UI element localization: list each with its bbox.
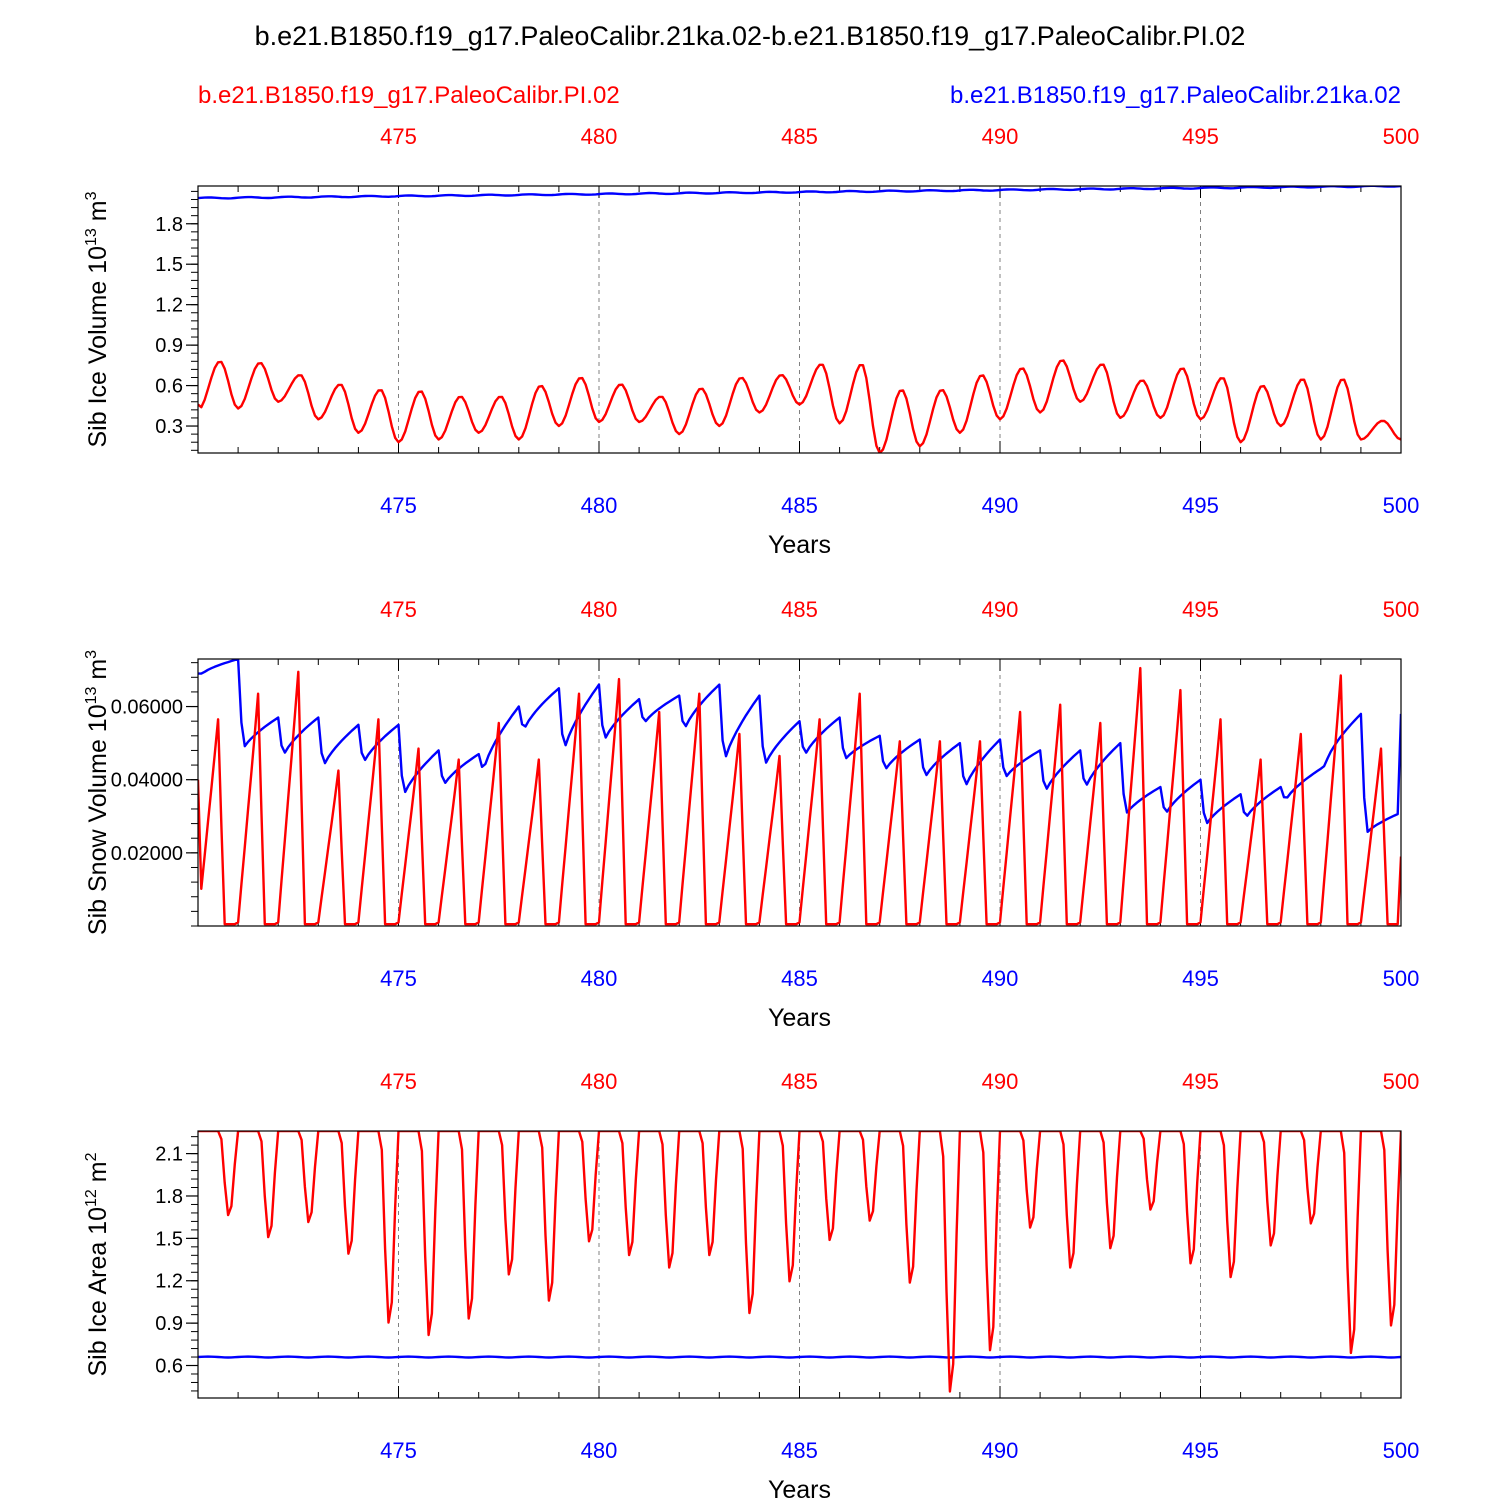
y-tick-label: 0.06000 (111, 697, 183, 719)
x-tick-label-bottom: 500 (1383, 493, 1420, 518)
x-tick-label-top: 495 (1182, 124, 1219, 149)
x-tick-label-top: 480 (581, 124, 618, 149)
y-axis-unit-tail-exp: 2 (83, 1152, 100, 1161)
x-tick-label-bottom: 490 (982, 966, 1019, 991)
x-tick-label-bottom: 490 (982, 1438, 1019, 1463)
y-tick-label: 0.9 (155, 1313, 183, 1335)
y-tick-label: 0.6 (155, 1356, 183, 1378)
x-tick-label-top: 495 (1182, 1069, 1219, 1094)
x-tick-label-bottom: 475 (380, 1438, 417, 1463)
x-tick-label-bottom: 495 (1182, 966, 1219, 991)
x-tick-label-bottom: 480 (581, 493, 618, 518)
y-axis-unit-exp: 13 (83, 686, 100, 704)
y-axis-label-text: Sib Snow Volume (84, 732, 112, 935)
x-tick-label-top: 485 (781, 1069, 818, 1094)
y-tick-label: 1.2 (155, 1271, 183, 1293)
y-axis-unit-base: 10 (84, 1207, 112, 1235)
x-tick-label-bottom: 490 (982, 493, 1019, 518)
y-axis-label: Sib Ice Area 1012 m2 (83, 1152, 112, 1376)
y-tick-label: 1.8 (155, 1186, 183, 1208)
y-axis-label-text: Sib Ice Area (84, 1235, 112, 1377)
x-tick-label-top: 475 (380, 1069, 417, 1094)
y-axis-unit-exp: 13 (83, 228, 100, 246)
legend-pi: b.e21.B1850.f19_g17.PaleoCalibr.PI.02 (198, 82, 620, 109)
x-tick-label-bottom: 500 (1383, 966, 1420, 991)
figure-title: b.e21.B1850.f19_g17.PaleoCalibr.21ka.02-… (255, 21, 1246, 51)
x-tick-label-top: 490 (982, 124, 1019, 149)
series-line-pi (198, 666, 1401, 926)
legend-21ka: b.e21.B1850.f19_g17.PaleoCalibr.21ka.02 (950, 82, 1401, 109)
x-tick-label-top: 500 (1383, 1069, 1420, 1094)
y-axis-unit-exp: 12 (83, 1189, 100, 1207)
y-tick-label: 0.9 (155, 335, 183, 357)
y-tick-label: 1.2 (155, 295, 183, 317)
x-tick-label-top: 485 (781, 597, 818, 622)
y-tick-label: 0.02000 (111, 843, 183, 865)
x-tick-label-top: 490 (982, 1069, 1019, 1094)
x-tick-label-top: 500 (1383, 597, 1420, 622)
y-axis-unit-base: 10 (84, 246, 112, 274)
y-tick-label: 0.3 (155, 416, 183, 438)
x-axis-label: Years (768, 1476, 831, 1500)
y-axis-unit-tail-exp: 3 (83, 650, 100, 659)
x-tick-label-top: 480 (581, 1069, 618, 1094)
x-tick-label-bottom: 475 (380, 493, 417, 518)
y-axis-unit-tail: m (84, 1161, 112, 1189)
y-tick-label: 2.1 (155, 1144, 183, 1166)
series-line-pi (198, 359, 1401, 453)
y-tick-label: 0.6 (155, 376, 183, 398)
y-tick-label: 1.5 (155, 1228, 183, 1250)
x-axis-label: Years (768, 531, 831, 559)
x-tick-label-top: 475 (380, 597, 417, 622)
y-axis-unit-base: 10 (84, 704, 112, 732)
plot-frame (197, 185, 1402, 454)
x-tick-label-bottom: 480 (581, 1438, 618, 1463)
x-tick-label-bottom: 495 (1182, 493, 1219, 518)
y-axis-label: Sib Ice Volume 1013 m3 (83, 191, 112, 447)
y-axis-label: Sib Snow Volume 1013 m3 (83, 650, 112, 935)
x-tick-label-bottom: 475 (380, 966, 417, 991)
x-tick-label-top: 490 (982, 597, 1019, 622)
x-tick-label-top: 475 (380, 124, 417, 149)
x-tick-label-top: 495 (1182, 597, 1219, 622)
x-tick-label-bottom: 500 (1383, 1438, 1420, 1463)
x-tick-label-bottom: 485 (781, 493, 818, 518)
x-tick-label-bottom: 495 (1182, 1438, 1219, 1463)
series-line-21ka (198, 186, 1401, 200)
ice-area-panel: 0.6 0.9 1.2 1.5 1.8 2.1 475 475 480 480 485 485 490 4… (83, 1069, 1419, 1500)
x-tick-label-bottom: 480 (581, 966, 618, 991)
series-line-21ka (198, 1355, 1401, 1359)
series-line-21ka (198, 659, 1401, 833)
x-axis-label: Years (768, 1004, 831, 1032)
x-tick-label-top: 500 (1383, 124, 1420, 149)
plot-frame (197, 1130, 1402, 1399)
plot-frame (197, 658, 1402, 927)
y-axis-label-text: Sib Ice Volume (84, 274, 112, 448)
y-axis-unit-tail: m (84, 659, 112, 687)
y-tick-label: 0.04000 (111, 770, 183, 792)
snow-volume-panel: 0.02000 0.04000 0.06000 475 475 480 480 485 485 4… (83, 597, 1419, 1032)
y-axis-unit-tail-exp: 3 (83, 191, 100, 200)
y-tick-label: 1.5 (155, 254, 183, 276)
y-tick-label: 1.8 (155, 214, 183, 236)
y-axis-unit-tail: m (84, 200, 112, 228)
x-tick-label-bottom: 485 (781, 966, 818, 991)
x-tick-label-bottom: 485 (781, 1438, 818, 1463)
x-tick-label-top: 485 (781, 124, 818, 149)
ice-volume-panel: 0.3 0.6 0.9 1.2 1.5 1.8 475 475 480 480 485 485 490 4… (83, 124, 1419, 559)
x-tick-label-top: 480 (581, 597, 618, 622)
